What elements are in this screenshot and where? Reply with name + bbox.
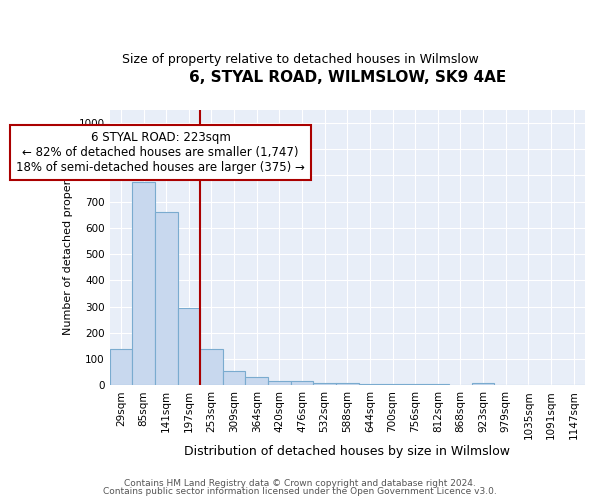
Bar [155, 212, 178, 386]
Text: Contains HM Land Registry data © Crown copyright and database right 2024.: Contains HM Land Registry data © Crown c… [124, 478, 476, 488]
Text: Contains public sector information licensed under the Open Government Licence v3: Contains public sector information licen… [103, 487, 497, 496]
Bar [110, 348, 132, 386]
Bar [291, 382, 313, 386]
Bar [132, 182, 155, 386]
Title: 6, STYAL ROAD, WILMSLOW, SK9 4AE: 6, STYAL ROAD, WILMSLOW, SK9 4AE [188, 70, 506, 85]
Bar [359, 384, 381, 386]
Bar [336, 383, 359, 386]
Bar [178, 308, 200, 386]
Bar [404, 384, 427, 386]
Bar [381, 384, 404, 386]
Text: Size of property relative to detached houses in Wilmslow: Size of property relative to detached ho… [122, 52, 478, 66]
Bar [268, 380, 291, 386]
Bar [245, 378, 268, 386]
Bar [223, 371, 245, 386]
X-axis label: Distribution of detached houses by size in Wilmslow: Distribution of detached houses by size … [184, 444, 511, 458]
Y-axis label: Number of detached properties: Number of detached properties [63, 160, 73, 335]
Bar [200, 349, 223, 386]
Text: 6 STYAL ROAD: 223sqm
← 82% of detached houses are smaller (1,747)
18% of semi-de: 6 STYAL ROAD: 223sqm ← 82% of detached h… [16, 131, 305, 174]
Bar [427, 384, 449, 386]
Bar [472, 382, 494, 386]
Bar [313, 383, 336, 386]
